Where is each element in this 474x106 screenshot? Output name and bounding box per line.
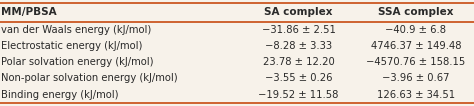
- Text: −4570.76 ± 158.15: −4570.76 ± 158.15: [366, 57, 465, 67]
- Text: Non-polar solvation energy (kJ/mol): Non-polar solvation energy (kJ/mol): [1, 73, 178, 84]
- Text: van der Waals energy (kJ/mol): van der Waals energy (kJ/mol): [1, 25, 152, 35]
- Text: SA complex: SA complex: [264, 7, 333, 17]
- Text: SSA complex: SSA complex: [378, 7, 454, 17]
- Text: −31.86 ± 2.51: −31.86 ± 2.51: [262, 25, 336, 35]
- Text: −3.55 ± 0.26: −3.55 ± 0.26: [265, 73, 332, 84]
- Text: −19.52 ± 11.58: −19.52 ± 11.58: [258, 90, 339, 100]
- Text: −40.9 ± 6.8: −40.9 ± 6.8: [385, 25, 447, 35]
- Text: 23.78 ± 12.20: 23.78 ± 12.20: [263, 57, 335, 67]
- Text: −3.96 ± 0.67: −3.96 ± 0.67: [382, 73, 450, 84]
- Text: 126.63 ± 34.51: 126.63 ± 34.51: [377, 90, 455, 100]
- Text: Electrostatic energy (kJ/mol): Electrostatic energy (kJ/mol): [1, 41, 143, 51]
- Text: MM/PBSA: MM/PBSA: [1, 7, 57, 17]
- Text: −8.28 ± 3.33: −8.28 ± 3.33: [265, 41, 332, 51]
- Text: Binding energy (kJ/mol): Binding energy (kJ/mol): [1, 90, 119, 100]
- Text: Polar solvation energy (kJ/mol): Polar solvation energy (kJ/mol): [1, 57, 154, 67]
- Text: 4746.37 ± 149.48: 4746.37 ± 149.48: [371, 41, 461, 51]
